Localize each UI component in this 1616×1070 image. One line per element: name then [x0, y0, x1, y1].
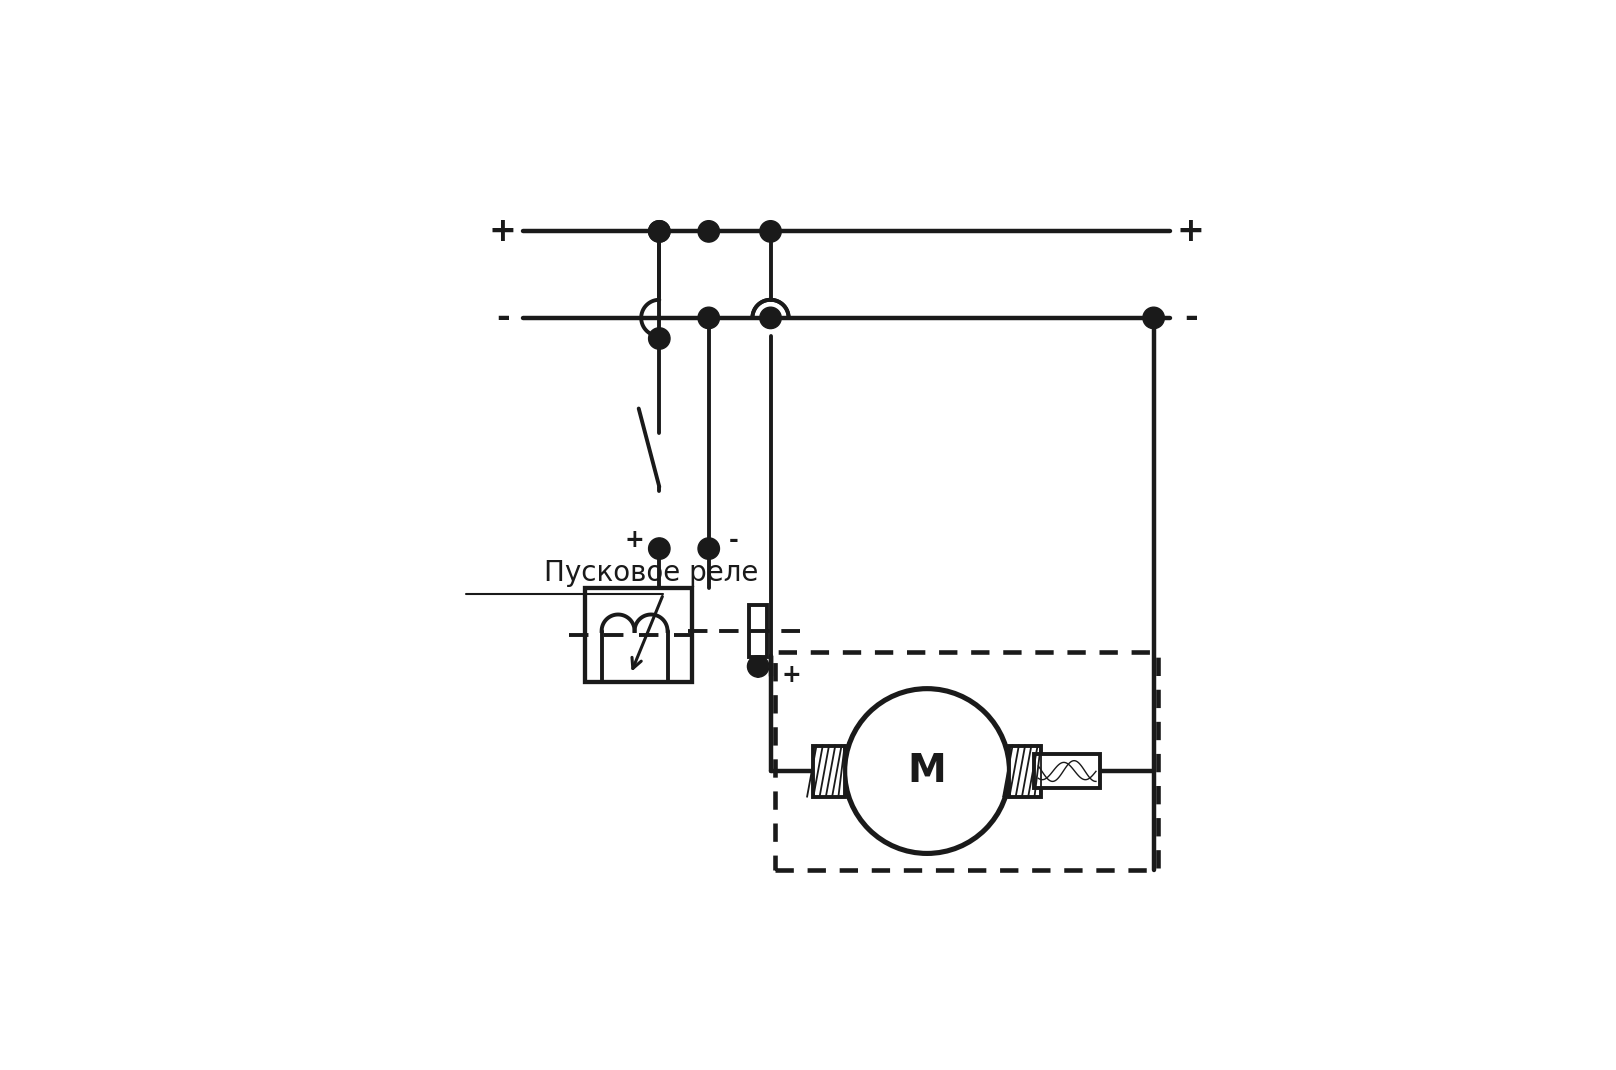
Text: Пусковое реле: Пусковое реле: [545, 560, 758, 587]
Bar: [1010, 746, 1041, 796]
Circle shape: [698, 307, 719, 328]
Bar: [1034, 753, 1100, 789]
Circle shape: [760, 307, 781, 328]
Bar: [813, 746, 845, 796]
Text: -: -: [1185, 302, 1197, 335]
Circle shape: [648, 538, 671, 560]
Circle shape: [648, 220, 671, 242]
Text: +: +: [1176, 215, 1204, 248]
Circle shape: [648, 327, 671, 349]
Text: -: -: [496, 302, 509, 335]
Text: -: -: [729, 529, 739, 552]
Circle shape: [1143, 307, 1165, 328]
Circle shape: [748, 656, 769, 677]
Circle shape: [648, 220, 671, 242]
Circle shape: [760, 220, 781, 242]
Bar: [750, 606, 768, 657]
Circle shape: [698, 538, 719, 560]
Text: +: +: [781, 662, 802, 687]
Text: +: +: [488, 215, 517, 248]
Text: М: М: [908, 752, 947, 790]
Text: +: +: [625, 529, 645, 552]
Bar: [585, 587, 692, 683]
Bar: [774, 652, 1157, 870]
Circle shape: [698, 220, 719, 242]
